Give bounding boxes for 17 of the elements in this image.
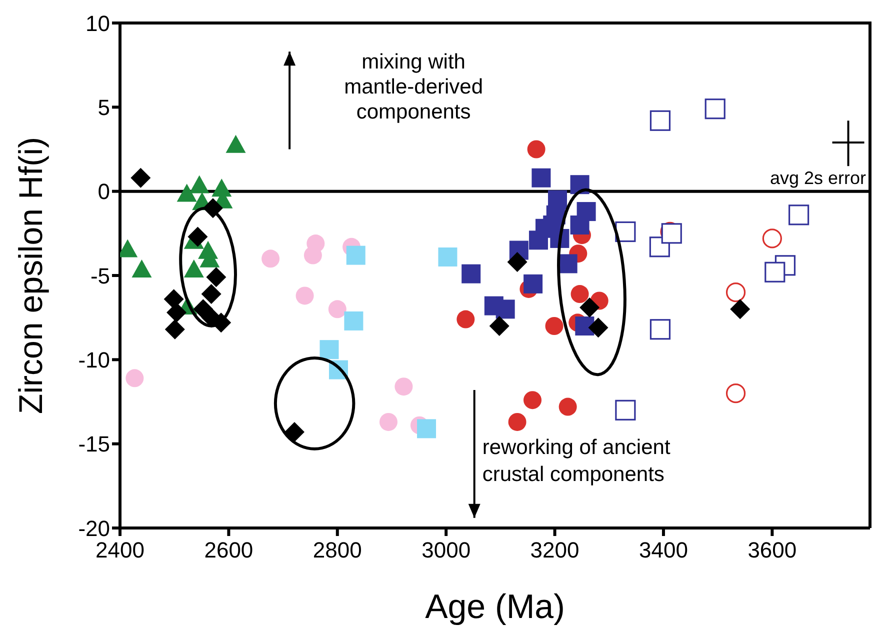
x-tick-label: 3200 [530,538,580,563]
annotation: mixing with mantle-derived components [344,50,484,124]
annotation: reworking of ancient crustal components [482,436,670,486]
y-axis-title: Zircon epsilon Hf(i) [12,137,49,414]
x-tick-label: 3600 [748,538,797,563]
y-tick-label: 10 [86,10,110,36]
x-tick-label: 3000 [422,538,471,563]
y-tick-label: -5 [90,263,110,288]
y-tick-label: -10 [78,347,110,372]
x-tick-label: 3400 [639,538,688,563]
y-tick-label: -15 [78,432,110,457]
y-tick-label: 5 [98,94,110,120]
annotation: avg 2s error [770,168,866,188]
x-tick-label: 2600 [204,538,254,563]
x-axis-title: Age (Ma) [425,588,565,626]
x-tick-label: 2800 [312,538,362,563]
y-tick-label: 0 [98,179,110,204]
